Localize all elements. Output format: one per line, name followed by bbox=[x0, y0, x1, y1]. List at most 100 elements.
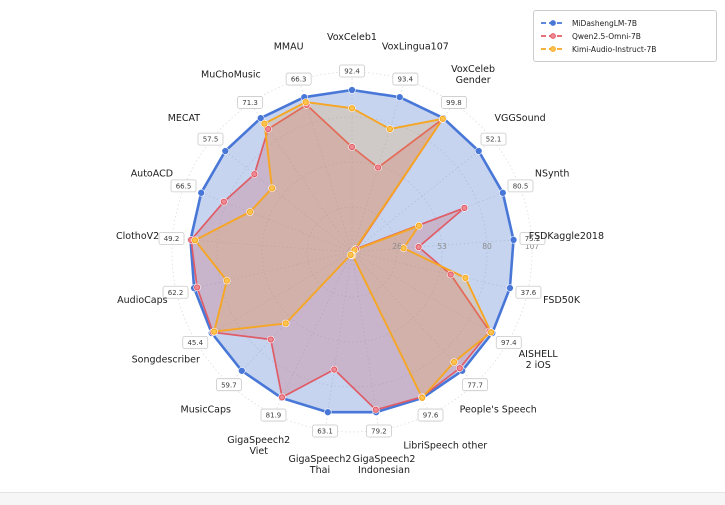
value-badge-box bbox=[339, 64, 365, 78]
radar-marker bbox=[246, 208, 254, 216]
legend-item-label: Qwen2.5-Omni-7B bbox=[572, 31, 641, 41]
radar-grid-circle bbox=[216, 116, 488, 388]
axis-category-label: GigaSpeech2 Indonesian bbox=[353, 454, 416, 476]
radial-tick-label: 26 bbox=[392, 242, 402, 251]
axis-category-label: MECAT bbox=[168, 113, 201, 124]
radar-marker bbox=[223, 277, 230, 284]
radar-marker bbox=[372, 406, 379, 413]
value-badge-box bbox=[462, 378, 489, 392]
radar-marker bbox=[191, 237, 199, 244]
radial-tick-label: 53 bbox=[437, 242, 447, 251]
value-badge-text: 75.2 bbox=[525, 235, 541, 243]
legend-item: Qwen2.5-Omni-7B bbox=[540, 30, 710, 42]
value-badge-box bbox=[260, 408, 287, 422]
chart-legend: MiDashengLM-7B Qwen2.5-Omni-7B Kimi-Audio-… bbox=[533, 10, 717, 62]
radar-marker bbox=[396, 94, 403, 101]
value-badge-text: 49.2 bbox=[164, 235, 180, 243]
value-badge-text: 92.4 bbox=[344, 68, 360, 76]
axis-category-label: AudioCaps bbox=[117, 295, 167, 306]
axis-category-label: VGGSound bbox=[495, 113, 546, 124]
value-badge-text: 57.5 bbox=[203, 136, 219, 144]
radar-marker bbox=[450, 358, 458, 366]
radar-marker bbox=[461, 204, 468, 212]
value-badge-box bbox=[417, 408, 444, 422]
radar-marker bbox=[261, 120, 268, 127]
axis-category-label: MuChoMusic bbox=[201, 69, 261, 80]
value-badge-text: 66.5 bbox=[176, 182, 192, 190]
radar-marker bbox=[499, 189, 506, 196]
radar-marker bbox=[348, 86, 356, 94]
value-badge-text: 71.3 bbox=[242, 99, 258, 107]
value-badge-box bbox=[215, 378, 242, 392]
axis-category-label: FSD50K bbox=[543, 295, 581, 306]
legend-item: Kimi-Audio-Instruct-7B bbox=[540, 43, 710, 55]
axis-category-label: AutoACD bbox=[131, 168, 173, 179]
value-badge-box bbox=[162, 285, 189, 299]
axis-category-label: MMAU bbox=[274, 42, 304, 53]
value-badge-box bbox=[312, 424, 338, 438]
value-badge-box bbox=[237, 96, 263, 109]
value-badge-text: 37.6 bbox=[521, 289, 537, 297]
radar-grid-circle bbox=[261, 161, 443, 343]
axis-category-label: GigaSpeech2 Thai bbox=[289, 454, 352, 476]
radar-marker bbox=[487, 329, 495, 336]
value-badge-box bbox=[285, 72, 312, 86]
value-badge-text: 97.6 bbox=[423, 412, 439, 420]
page-footer-strip bbox=[0, 492, 725, 505]
radar-marker bbox=[282, 320, 289, 327]
value-badge-box bbox=[495, 336, 522, 349]
value-badge-box bbox=[197, 132, 224, 146]
radar-marker bbox=[331, 366, 338, 373]
value-badge-text: 63.1 bbox=[317, 428, 333, 436]
radar-marker bbox=[211, 328, 218, 335]
value-badge-text: 66.3 bbox=[291, 76, 307, 84]
axis-category-label: VoxCeleb Gender bbox=[451, 64, 495, 86]
radar-marker bbox=[415, 222, 423, 229]
radar-marker bbox=[267, 336, 274, 343]
radar-marker bbox=[419, 394, 426, 401]
axis-category-label: FSDKaggle2018 bbox=[529, 231, 604, 242]
radar-marker bbox=[238, 367, 245, 374]
radar-marker bbox=[415, 243, 422, 251]
radar-marker bbox=[347, 251, 354, 259]
radar-marker bbox=[348, 105, 356, 112]
radar-marker bbox=[475, 147, 482, 155]
value-badge-box bbox=[441, 96, 467, 109]
radar-marker bbox=[506, 284, 514, 292]
legend-line-marker-sample bbox=[541, 46, 565, 52]
radar-marker bbox=[251, 171, 258, 178]
radar-marker bbox=[386, 125, 394, 133]
radar-marker bbox=[193, 284, 201, 291]
radar-marker bbox=[400, 244, 407, 252]
value-badge-text: 79.2 bbox=[371, 428, 387, 436]
value-badge-box bbox=[366, 424, 392, 438]
axis-category-label: AISHELL 2 iOS bbox=[519, 349, 559, 371]
value-badge-text: 45.4 bbox=[187, 339, 203, 347]
value-badge-text: 62.2 bbox=[168, 289, 184, 297]
legend-item: MiDashengLM-7B bbox=[540, 17, 710, 29]
axis-category-label: Songdescriber bbox=[132, 355, 200, 366]
radar-grid-circle bbox=[171, 71, 533, 433]
radar-marker bbox=[324, 409, 332, 416]
value-badge-text: 99.8 bbox=[446, 99, 462, 107]
radar-grid-circle bbox=[306, 206, 398, 298]
value-badge-text: 59.7 bbox=[221, 381, 237, 389]
axis-category-label: GigaSpeech2 Viet bbox=[227, 435, 290, 457]
radar-marker bbox=[374, 164, 382, 171]
axis-category-label: MusicCaps bbox=[181, 405, 232, 416]
value-badge-text: 97.4 bbox=[501, 339, 517, 347]
axis-category-label: VoxCeleb1 bbox=[327, 32, 377, 43]
value-badge-text: 93.4 bbox=[398, 76, 414, 84]
radar-marker bbox=[510, 236, 517, 244]
legend-item-label: MiDashengLM-7B bbox=[572, 18, 637, 28]
value-badge-text: 81.9 bbox=[266, 412, 282, 420]
axis-category-label: VoxLingua107 bbox=[382, 42, 449, 53]
legend-line-marker-sample bbox=[541, 20, 565, 26]
value-badge-box bbox=[392, 72, 419, 86]
radar-marker bbox=[456, 365, 463, 372]
radar-marker bbox=[462, 274, 469, 282]
radar-marker bbox=[257, 114, 264, 122]
value-badge-text: 77.7 bbox=[467, 381, 483, 389]
radar-marker bbox=[268, 185, 276, 192]
